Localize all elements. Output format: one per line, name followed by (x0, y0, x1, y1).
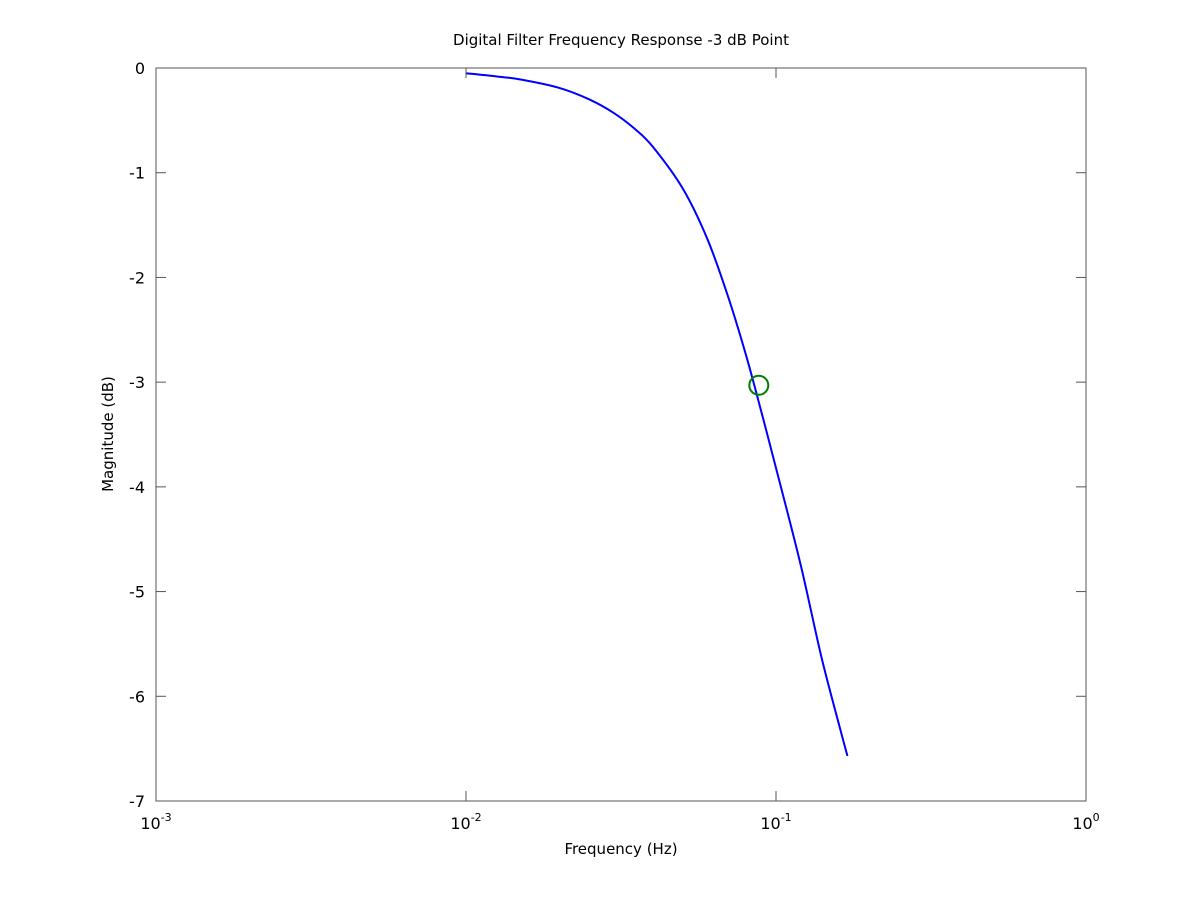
y-tick-label: -6 (129, 687, 145, 706)
y-tick-label: -5 (129, 583, 145, 602)
y-tick-label: -1 (129, 164, 145, 183)
plot-area (465, 72, 849, 757)
axis-ticks: 10-3 10-2 10-1 100 0 -1 -2 -3 -4 -5 -6 -7 (129, 59, 1100, 833)
y-tick-label: -3 (129, 373, 145, 392)
x-tick-label: 10-1 (760, 811, 791, 833)
y-tick-label: 0 (135, 59, 145, 78)
chart-title: Digital Filter Frequency Response -3 dB … (453, 31, 789, 49)
series-line-0 (465, 72, 849, 757)
x-axis-label: Frequency (Hz) (564, 840, 677, 858)
x-tick-label: 10-3 (140, 811, 171, 833)
plot-frame (155, 67, 1087, 802)
marker-point (748, 374, 770, 396)
y-axis-label: Magnitude (dB) (99, 376, 117, 492)
y-tick-label: -2 (129, 268, 145, 287)
y-tick-label: -7 (129, 792, 145, 811)
y-tick-label: -4 (129, 478, 145, 497)
x-tick-label: 100 (1072, 811, 1099, 833)
x-tick-label: 10-2 (450, 811, 481, 833)
